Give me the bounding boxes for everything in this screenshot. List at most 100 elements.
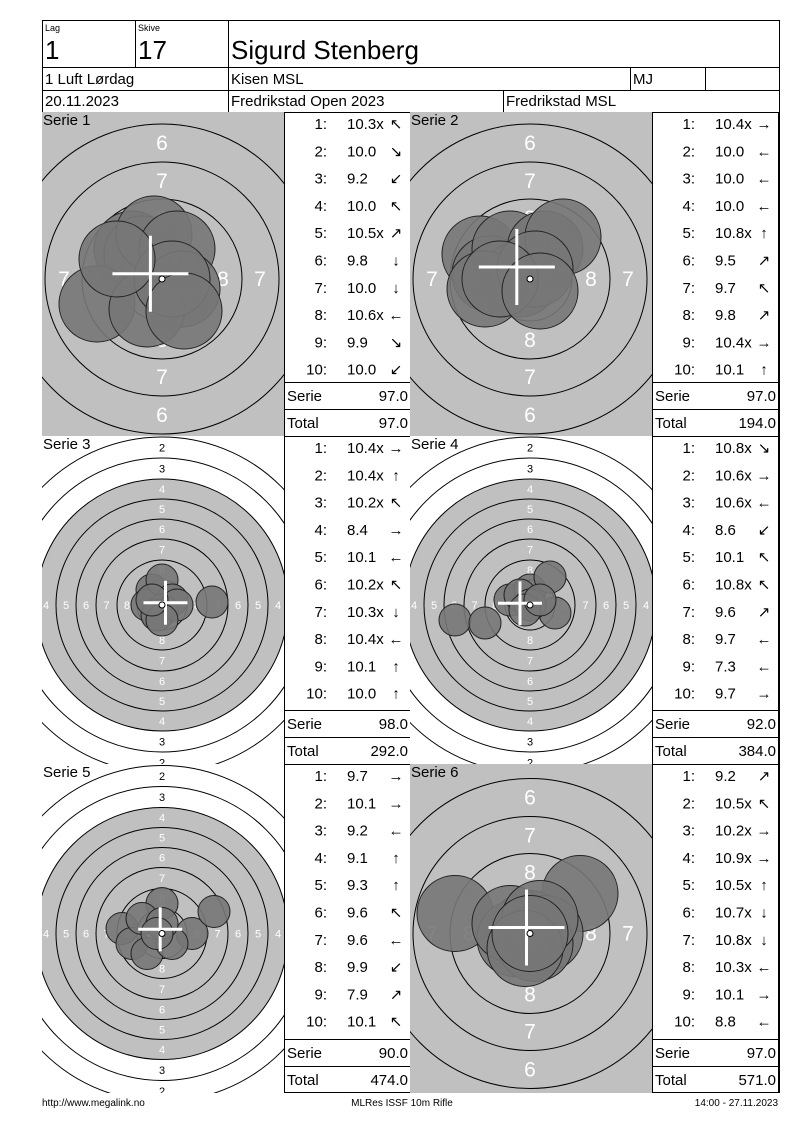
shot-direction: ↗: [758, 253, 771, 270]
shot-score: 9.1: [347, 850, 368, 867]
shot-direction: →: [757, 467, 772, 484]
shot-score: 10.1: [715, 986, 744, 1003]
shot-hole: [140, 917, 174, 950]
event: Fredrikstad Open 2023: [231, 93, 384, 110]
shot-score: 10.0: [347, 686, 376, 703]
ring-label: 4: [159, 1045, 165, 1057]
shot-direction: ↑: [760, 225, 768, 242]
lag-label: Lag: [45, 23, 60, 33]
shot-score: 9.6: [347, 905, 368, 922]
serie-label: Serie: [287, 1045, 322, 1062]
ring-label: 5: [431, 600, 437, 612]
ring: [42, 436, 284, 764]
ring-label: 6: [159, 1005, 165, 1017]
shot-direction: ↑: [392, 850, 400, 867]
shot-number: 7:: [314, 604, 327, 621]
shot-score: 10.0: [347, 143, 376, 160]
target: 2222333344445555666677778888: [1, 764, 284, 1098]
shot-direction: ←: [389, 932, 404, 949]
shot-direction: ↖: [390, 198, 403, 215]
ring: [410, 778, 652, 1089]
shot-score: 10.3x: [347, 116, 384, 133]
shot-number: 2:: [682, 467, 695, 484]
shot-number: 1:: [682, 440, 695, 457]
ring-label: 6: [159, 676, 165, 688]
ring: [44, 161, 280, 397]
serie-label: Serie: [655, 716, 690, 733]
shot-direction: ↗: [758, 768, 771, 785]
shot-direction: ↙: [390, 362, 403, 379]
ring-label: 6: [83, 600, 89, 612]
shot-score: 10.5x: [715, 877, 752, 894]
ring-label: 8: [524, 329, 536, 352]
shot-direction: ↖: [390, 1014, 403, 1031]
ring: [42, 478, 284, 732]
ring-label: 7: [524, 825, 536, 848]
ring-label: 7: [582, 600, 588, 612]
shot-number: 1:: [314, 116, 327, 133]
serie-label: Serie: [655, 388, 690, 405]
shot-direction: ↙: [390, 959, 403, 976]
serie-title: Serie 6: [411, 764, 459, 781]
shot-number: 4:: [682, 198, 695, 215]
ring-label: 6: [156, 132, 168, 155]
shot-direction: ←: [757, 143, 772, 160]
shot-number: 9:: [314, 334, 327, 351]
shot-number: 2:: [314, 143, 327, 160]
ring-label: 8: [159, 635, 165, 647]
shot-score: 10.1: [347, 795, 376, 812]
shot-direction: →: [757, 334, 772, 351]
ring-label: 6: [235, 600, 241, 612]
ring: [484, 559, 576, 651]
ring-label: 2: [159, 1086, 165, 1098]
ring-label: 5: [527, 504, 533, 516]
target: 6677778888: [42, 112, 284, 436]
shot-number: 1:: [314, 768, 327, 785]
ring-label: 3: [663, 600, 669, 612]
ring: [55, 827, 269, 1040]
ring-label: 7: [527, 545, 533, 557]
shot-score: 10.9x: [715, 850, 752, 867]
ring-label: 7: [426, 268, 438, 291]
shot-hole: [135, 583, 169, 617]
ring-label: 8: [124, 600, 130, 612]
shot-direction: ↓: [760, 905, 768, 922]
shot-number: 3:: [682, 823, 695, 840]
serie-sum: 97.0: [379, 388, 408, 405]
shot-hole: [438, 603, 472, 637]
shot-number: 4:: [314, 522, 327, 539]
shot-score: 8.4: [347, 522, 368, 539]
ring-label: 8: [585, 268, 597, 291]
ring: [42, 807, 284, 1060]
total-sum: 474.0: [370, 1072, 408, 1089]
shot-number: 6:: [314, 577, 327, 594]
shot-number: 1:: [682, 116, 695, 133]
ring: [410, 457, 652, 753]
shot-number: 8:: [682, 959, 695, 976]
ring-label: 2: [1, 929, 7, 941]
ring-label: 6: [159, 853, 165, 865]
ring-label: 4: [275, 929, 281, 941]
shot-score: 8.6: [715, 522, 736, 539]
shot-score: 7.9: [347, 986, 368, 1003]
skive-label: Skive: [138, 23, 160, 33]
shot-score: 10.4x: [347, 631, 384, 648]
total-label: Total: [287, 743, 319, 760]
ring-label: 3: [159, 737, 165, 749]
ring: [75, 847, 249, 1020]
shot-direction: →: [389, 768, 404, 785]
ring-label: 3: [159, 464, 165, 476]
shot-number: 10:: [306, 362, 327, 379]
serie-label: Serie: [655, 1045, 690, 1062]
shot-direction: ↑: [760, 362, 768, 379]
club: Kisen MSL: [231, 71, 304, 88]
serie-sum: 92.0: [747, 716, 776, 733]
shot-score: 9.2: [715, 768, 736, 785]
ring-label: 2: [159, 443, 165, 455]
ring: [412, 816, 648, 1051]
ring-label: 6: [156, 404, 168, 427]
shot-score: 10.8x: [715, 225, 752, 242]
shot-number: 4:: [682, 850, 695, 867]
ring-label: 6: [527, 676, 533, 688]
